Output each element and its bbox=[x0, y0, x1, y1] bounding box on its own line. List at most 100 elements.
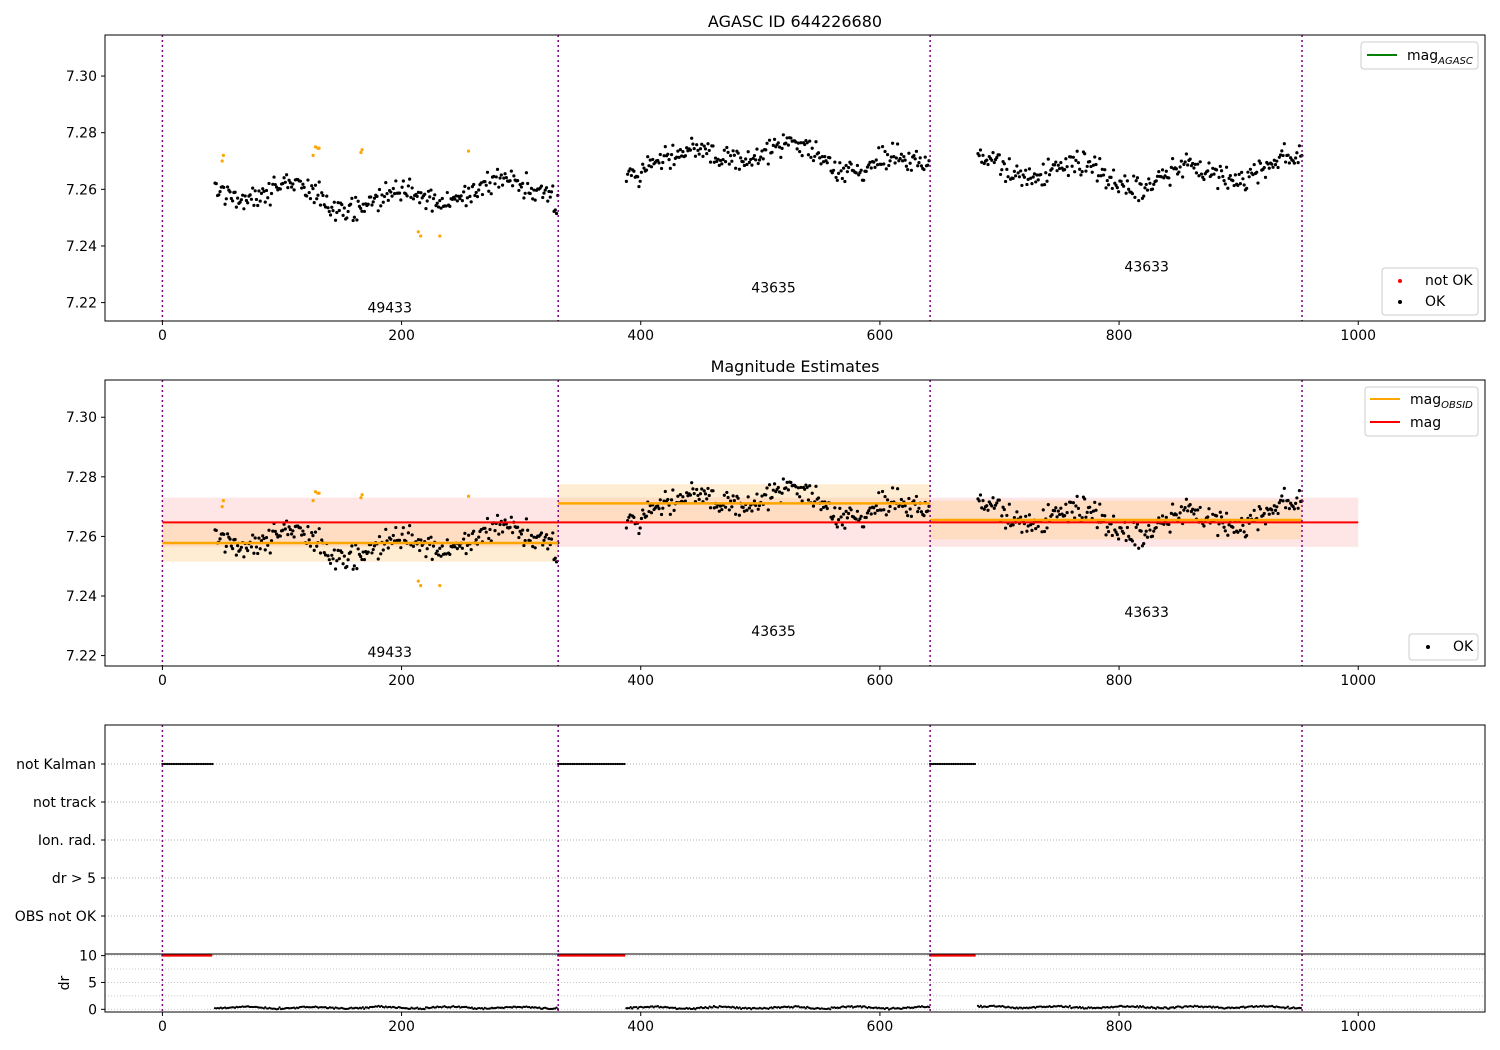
ok-point bbox=[320, 538, 324, 542]
ok-point bbox=[1258, 161, 1263, 165]
ok-point bbox=[839, 515, 843, 519]
ok-point bbox=[820, 155, 824, 159]
ok-point bbox=[729, 499, 733, 503]
ok-point bbox=[380, 193, 384, 197]
ok-point bbox=[1245, 186, 1249, 191]
ok-point bbox=[418, 201, 422, 205]
ok-point bbox=[498, 522, 502, 527]
ok-point bbox=[532, 535, 536, 539]
ok-point bbox=[547, 537, 551, 541]
ok-point bbox=[331, 209, 335, 213]
y-tick-label: 7.30 bbox=[66, 69, 97, 85]
ok-point bbox=[669, 153, 674, 157]
ok-point bbox=[435, 549, 439, 553]
x-tick-label: 1000 bbox=[1340, 673, 1376, 689]
ok-point bbox=[691, 487, 695, 491]
ok-point bbox=[830, 517, 834, 521]
ok-point bbox=[1054, 506, 1058, 510]
flag-point bbox=[207, 762, 211, 766]
ok-point bbox=[424, 206, 428, 211]
dr-point bbox=[804, 1007, 807, 1010]
ok-point bbox=[629, 173, 634, 178]
ok-point bbox=[498, 176, 502, 180]
ok-point bbox=[749, 157, 753, 162]
ok-point bbox=[821, 160, 826, 164]
ok-point bbox=[543, 188, 547, 192]
dr-point bbox=[278, 1006, 281, 1009]
x-tick-label: 0 bbox=[158, 673, 167, 689]
ok-point bbox=[377, 187, 382, 192]
ok-point bbox=[867, 163, 871, 167]
ok-point bbox=[337, 208, 341, 213]
ok-point bbox=[821, 505, 826, 509]
ok-point bbox=[639, 516, 644, 521]
ok-point bbox=[720, 507, 724, 512]
ok-point bbox=[1275, 505, 1279, 509]
ok-point bbox=[477, 535, 481, 539]
y-tick-label: 5 bbox=[88, 975, 97, 991]
notok-point bbox=[419, 234, 423, 238]
ok-point bbox=[835, 525, 839, 529]
ok-point bbox=[1270, 162, 1274, 166]
ok-point bbox=[1246, 170, 1250, 174]
ok-point bbox=[531, 544, 535, 549]
flag-point bbox=[966, 762, 969, 766]
ok-point bbox=[431, 544, 436, 548]
y-tick-label: 7.30 bbox=[66, 410, 97, 426]
notok-point bbox=[360, 148, 364, 152]
ok-point bbox=[1238, 181, 1242, 186]
ok-point bbox=[1223, 529, 1227, 533]
ok-point bbox=[1232, 183, 1236, 188]
flag-point bbox=[575, 762, 578, 766]
ok-point bbox=[723, 505, 728, 509]
ok-point bbox=[335, 559, 339, 563]
ok-point bbox=[1003, 526, 1008, 530]
dr-point bbox=[470, 1006, 473, 1009]
flag-point bbox=[972, 762, 975, 766]
ok-point bbox=[981, 499, 985, 503]
ok-point bbox=[986, 162, 990, 167]
ok-point bbox=[229, 544, 233, 548]
ok-point bbox=[474, 190, 478, 195]
ok-point bbox=[796, 141, 801, 145]
ok-point bbox=[912, 153, 916, 158]
ok-point bbox=[249, 197, 254, 201]
ok-point bbox=[1231, 525, 1235, 529]
ok-point bbox=[978, 148, 983, 152]
dr-point bbox=[555, 1006, 558, 1009]
ok-point bbox=[642, 512, 646, 516]
obsid-label: 49433 bbox=[367, 645, 412, 661]
ok-point bbox=[688, 493, 693, 497]
ok-point bbox=[332, 548, 336, 552]
ok-point bbox=[516, 179, 520, 183]
ok-point bbox=[1184, 497, 1188, 501]
ok-point bbox=[1174, 167, 1178, 171]
ok-point bbox=[283, 180, 287, 184]
ok-point bbox=[995, 155, 999, 160]
ok-point bbox=[1103, 168, 1107, 172]
ok-point bbox=[469, 200, 473, 204]
ok-point bbox=[912, 499, 916, 503]
ok-point bbox=[455, 547, 459, 551]
ok-point bbox=[816, 151, 821, 155]
ok-point bbox=[1281, 153, 1285, 158]
flag-point bbox=[934, 762, 937, 766]
ok-point bbox=[533, 546, 537, 550]
ok-point bbox=[489, 192, 493, 196]
x-tick-label: 400 bbox=[627, 673, 654, 689]
ok-point bbox=[543, 535, 547, 539]
ok-point bbox=[518, 182, 522, 187]
ok-point bbox=[1273, 162, 1278, 167]
ok-point bbox=[317, 180, 321, 184]
ok-point bbox=[777, 490, 782, 494]
ok-point bbox=[907, 496, 911, 501]
ok-point bbox=[786, 143, 790, 147]
ok-point bbox=[1084, 169, 1088, 173]
ok-point bbox=[1059, 160, 1063, 165]
ok-point bbox=[1191, 161, 1195, 166]
ok-point bbox=[242, 207, 246, 211]
flag-point bbox=[564, 762, 567, 766]
ok-point bbox=[1106, 530, 1111, 534]
ok-point bbox=[731, 149, 735, 153]
ok-point bbox=[1271, 511, 1275, 515]
